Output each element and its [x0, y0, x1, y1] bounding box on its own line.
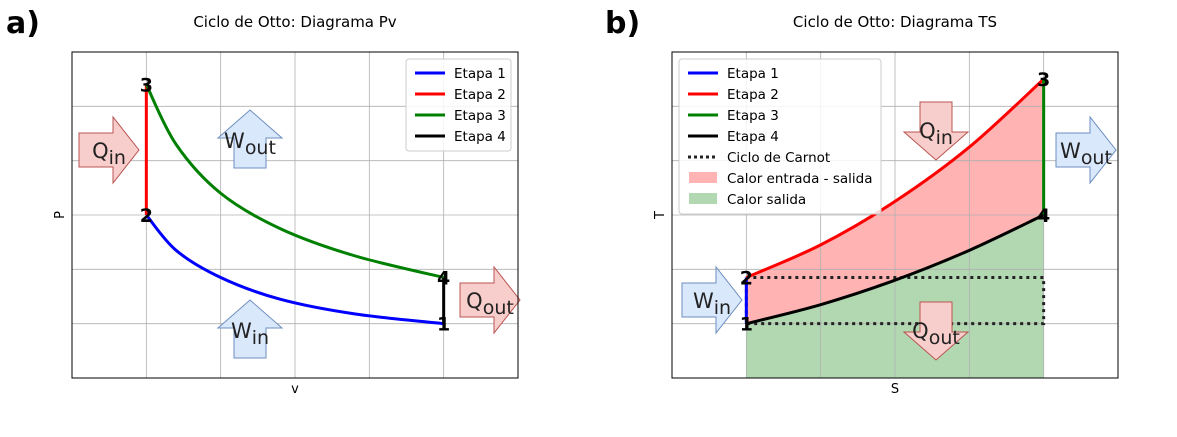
- chart-title: Ciclo de Otto: Diagrama TS: [793, 13, 997, 31]
- q-out-arrow-shape: [459, 265, 521, 335]
- q-out-arrow-label: Qout: [466, 289, 514, 319]
- series-line-etapa-4: [745, 213, 1045, 326]
- w-in-arrow: Win: [216, 299, 284, 359]
- point-label-4: 4: [1037, 205, 1050, 227]
- q-out-arrow-label: Qout: [912, 319, 960, 349]
- series-lines: [144, 83, 446, 326]
- point-label-1: 1: [437, 314, 450, 336]
- point-label-2: 2: [140, 205, 153, 227]
- point-labels: 1 2 3 4: [140, 75, 451, 336]
- legend-swatch: [689, 172, 717, 183]
- legend-label: Etapa 4: [727, 129, 779, 145]
- w-in-arrow-label: Win: [231, 319, 269, 349]
- legend-label: Ciclo de Carnot: [727, 150, 830, 166]
- chart-title: Ciclo de Otto: Diagrama Pv: [193, 13, 396, 31]
- w-out-arrow: Wout: [216, 109, 284, 169]
- legend-label: Etapa 1: [454, 66, 506, 82]
- series-line-etapa-2: [745, 78, 1045, 279]
- legend-label: Etapa 2: [454, 87, 506, 103]
- q-in-arrow-label: Qin: [919, 119, 953, 149]
- point-label-3: 3: [140, 75, 153, 97]
- w-in-arrow: Win: [681, 265, 743, 335]
- arrows: Qin Wout Win Qout: [78, 109, 521, 359]
- q-in-arrow-label: Qin: [92, 139, 126, 169]
- w-out-arrow-label: Wout: [1060, 139, 1112, 169]
- arrows: Qin Wout Win Qout: [681, 101, 1117, 361]
- legend-label: Etapa 3: [727, 108, 779, 124]
- q-out-arrow-shape: [902, 301, 970, 361]
- w-in-arrow-label: Win: [693, 289, 731, 319]
- legend-label: Etapa 4: [454, 129, 506, 145]
- point-label-3: 3: [1037, 69, 1050, 91]
- legend-label: Etapa 2: [727, 87, 779, 103]
- q-in-arrow-shape: [78, 115, 140, 185]
- w-in-arrow-shape: [681, 265, 743, 335]
- legend-label: Calor entrada - salida: [727, 171, 872, 187]
- point-labels: 1 2 3 4: [740, 69, 1051, 336]
- series-line-carnot: [744, 275, 1046, 326]
- q-out-arrow: Qout: [459, 265, 521, 335]
- panel-label-a: a): [6, 6, 40, 41]
- legend-box: [678, 58, 882, 215]
- point-label-1: 1: [740, 314, 753, 336]
- legend-swatch: [689, 193, 717, 204]
- series-line-etapa-1: [145, 214, 444, 326]
- q-in-arrow: Qin: [78, 115, 140, 185]
- legend-label: Etapa 1: [727, 66, 779, 82]
- plot-frame: [671, 51, 1119, 379]
- legend-label: Calor salida: [727, 192, 806, 208]
- q-in-arrow: Qin: [902, 101, 970, 161]
- w-out-arrow: Wout: [1055, 115, 1117, 185]
- series-line-etapa-3: [144, 83, 445, 279]
- point-label-4: 4: [437, 267, 450, 289]
- w-out-arrow-label: Wout: [224, 129, 276, 159]
- panel-label-b: b): [605, 6, 640, 41]
- y-axis-label: T: [653, 211, 668, 220]
- q-out-arrow: Qout: [902, 301, 970, 361]
- series-lines: [744, 78, 1046, 326]
- ts-diagram: Ciclo de Otto: Diagrama TS Qin Wout Win Qou…: [653, 13, 1119, 397]
- w-in-arrow-shape: [216, 299, 284, 359]
- legend-label: Etapa 3: [454, 108, 506, 124]
- plot-frame: [71, 51, 519, 379]
- pv-diagram: Ciclo de Otto: Diagrama Pv Qin Wout Win Qou…: [53, 13, 521, 397]
- x-axis-label: v: [291, 382, 299, 397]
- legend: Etapa 1 Etapa 2 Etapa 3 Etapa 4: [405, 58, 512, 152]
- y-axis-label: P: [53, 211, 68, 219]
- x-axis-label: S: [891, 382, 899, 397]
- legend-box: [405, 58, 512, 152]
- w-out-arrow-shape: [1055, 115, 1117, 185]
- q-in-arrow-shape: [902, 101, 970, 161]
- point-label-2: 2: [740, 267, 753, 289]
- legend: Etapa 1 Etapa 2 Etapa 3 Etapa 4 Ciclo de Car…: [678, 58, 882, 215]
- w-out-arrow-shape: [216, 109, 284, 169]
